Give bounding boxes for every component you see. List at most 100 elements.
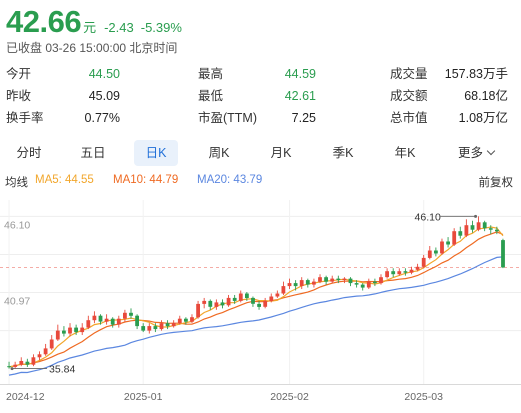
candle-body bbox=[177, 318, 182, 324]
stats-grid: 今开 44.50 最高 44.59 成交量 157.83万手 昨收 45.09 … bbox=[0, 62, 521, 132]
tab-daily-k[interactable]: 日K bbox=[134, 140, 178, 166]
stat-label-open: 今开 bbox=[6, 67, 32, 81]
candle-body bbox=[80, 327, 85, 333]
ma-legend: 均线 MA5: 44.55 MA10: 44.79 MA20: 43.79 前复… bbox=[5, 174, 517, 190]
x-tick-label: 2024-12 bbox=[6, 391, 45, 403]
candle-body bbox=[495, 229, 499, 232]
tab-five-day[interactable]: 五日 bbox=[80, 146, 106, 160]
candle-body bbox=[263, 300, 268, 307]
stat-value-high: 44.59 bbox=[284, 67, 316, 81]
candle-body bbox=[104, 318, 109, 322]
candle-body bbox=[275, 293, 280, 297]
candle-body bbox=[403, 271, 408, 273]
stat-label-turnover-rate: 换手率 bbox=[6, 111, 44, 125]
candle-body bbox=[19, 361, 24, 365]
candle-body bbox=[232, 297, 237, 301]
candle-body bbox=[43, 348, 48, 355]
candle-body bbox=[293, 283, 298, 287]
candle-body bbox=[226, 297, 231, 306]
candle-body bbox=[501, 240, 505, 268]
candle-body bbox=[470, 225, 475, 230]
candle-body bbox=[129, 312, 133, 316]
kline-chart[interactable]: 46.10 40.97 46.10 35.84 2024-12 2025-01 2025-0… bbox=[0, 196, 521, 413]
stat-value-prev-close: 45.09 bbox=[88, 89, 120, 103]
candle-body bbox=[74, 327, 78, 333]
candle-body bbox=[196, 303, 200, 318]
candle-body bbox=[324, 277, 328, 282]
candle-body bbox=[488, 228, 493, 230]
chevron-down-icon bbox=[486, 146, 496, 156]
candle-body bbox=[299, 280, 304, 286]
stat-value-volume: 157.83万手 bbox=[444, 67, 508, 81]
stat-label-volume: 成交量 bbox=[390, 67, 428, 81]
tab-monthly-k[interactable]: 月K bbox=[270, 146, 292, 160]
candle-body bbox=[25, 361, 30, 365]
candle-body bbox=[336, 278, 341, 281]
candle-body bbox=[452, 231, 457, 245]
candle-body bbox=[135, 315, 139, 327]
candle-body bbox=[159, 323, 164, 330]
ma10-legend: MA10: 44.79 bbox=[113, 174, 179, 186]
ma20-legend: MA20: 43.79 bbox=[197, 174, 263, 186]
candle-body bbox=[98, 315, 103, 322]
tab-quarterly-k[interactable]: 季K bbox=[332, 146, 354, 160]
candle-body bbox=[116, 318, 121, 325]
candle-body bbox=[421, 257, 426, 267]
candle-body bbox=[220, 302, 225, 306]
tab-yearly-k[interactable]: 年K bbox=[394, 146, 416, 160]
ma5-line bbox=[8, 226, 504, 368]
candle-body bbox=[379, 277, 383, 284]
candle-body bbox=[360, 284, 365, 288]
candle-body bbox=[202, 300, 207, 304]
candle-body bbox=[464, 225, 469, 236]
adjust-mode-button[interactable]: 前复权 bbox=[478, 177, 514, 189]
stat-label-pe: 市盈(TTM) bbox=[198, 111, 258, 125]
stat-value-turnover: 68.18亿 bbox=[464, 89, 508, 103]
stat-label-market-cap: 总市值 bbox=[390, 111, 428, 125]
tab-more[interactable]: 更多 bbox=[446, 140, 506, 166]
candle-body bbox=[312, 281, 316, 285]
chart-grid bbox=[0, 200, 521, 385]
ma5-legend: MA5: 44.55 bbox=[35, 174, 94, 186]
candle-body bbox=[330, 278, 335, 282]
candle-body bbox=[440, 241, 444, 254]
tab-more-label: 更多 bbox=[457, 146, 483, 160]
candle-body bbox=[190, 317, 194, 322]
low-annotation-dot bbox=[10, 367, 14, 371]
candle-body bbox=[171, 323, 176, 327]
candle-body bbox=[55, 330, 60, 340]
candle-body bbox=[305, 280, 310, 285]
x-tick-label: 2025-03 bbox=[404, 391, 443, 403]
candle-body bbox=[68, 327, 72, 334]
candle-body bbox=[391, 271, 396, 275]
candle-body bbox=[184, 318, 188, 322]
candle-body bbox=[31, 357, 36, 365]
candle-body bbox=[62, 330, 66, 334]
candle-body bbox=[153, 326, 158, 330]
high-annotation-dot bbox=[474, 214, 478, 218]
stat-label-prev-close: 昨收 bbox=[6, 89, 32, 103]
candle-body bbox=[257, 303, 261, 307]
candle-body bbox=[269, 296, 274, 301]
ma20-line bbox=[8, 256, 504, 376]
market-status: 已收盘 03-26 15:00:00 北京时间 bbox=[6, 41, 178, 55]
quote-header: 42.66 元 -2.43 -5.39% 已收盘 03-26 15:00:00 … bbox=[6, 4, 516, 56]
candle-body bbox=[13, 364, 18, 367]
candle-body bbox=[373, 281, 377, 284]
tab-weekly-k[interactable]: 周K bbox=[208, 146, 230, 160]
candle-body bbox=[482, 222, 487, 229]
stat-value-open: 44.50 bbox=[88, 67, 120, 81]
candle-body bbox=[123, 312, 127, 319]
candle-body bbox=[110, 318, 115, 325]
tab-intraday[interactable]: 分时 bbox=[16, 146, 42, 160]
x-tick-label: 2025-02 bbox=[270, 391, 309, 403]
candles bbox=[7, 216, 505, 369]
candle-body bbox=[385, 271, 389, 278]
period-tabs: 分时 五日 日K 周K 月K 季K 年K 更多 bbox=[0, 140, 521, 170]
candle-body bbox=[92, 315, 97, 321]
ma-lines bbox=[8, 226, 504, 376]
chart-labels: 46.10 40.97 46.10 35.84 2024-12 2025-01 2025-0… bbox=[4, 211, 478, 403]
candle-body bbox=[427, 250, 432, 258]
stat-value-pe: 7.25 bbox=[291, 111, 316, 125]
high-annotation-label: 46.10 bbox=[415, 211, 441, 223]
